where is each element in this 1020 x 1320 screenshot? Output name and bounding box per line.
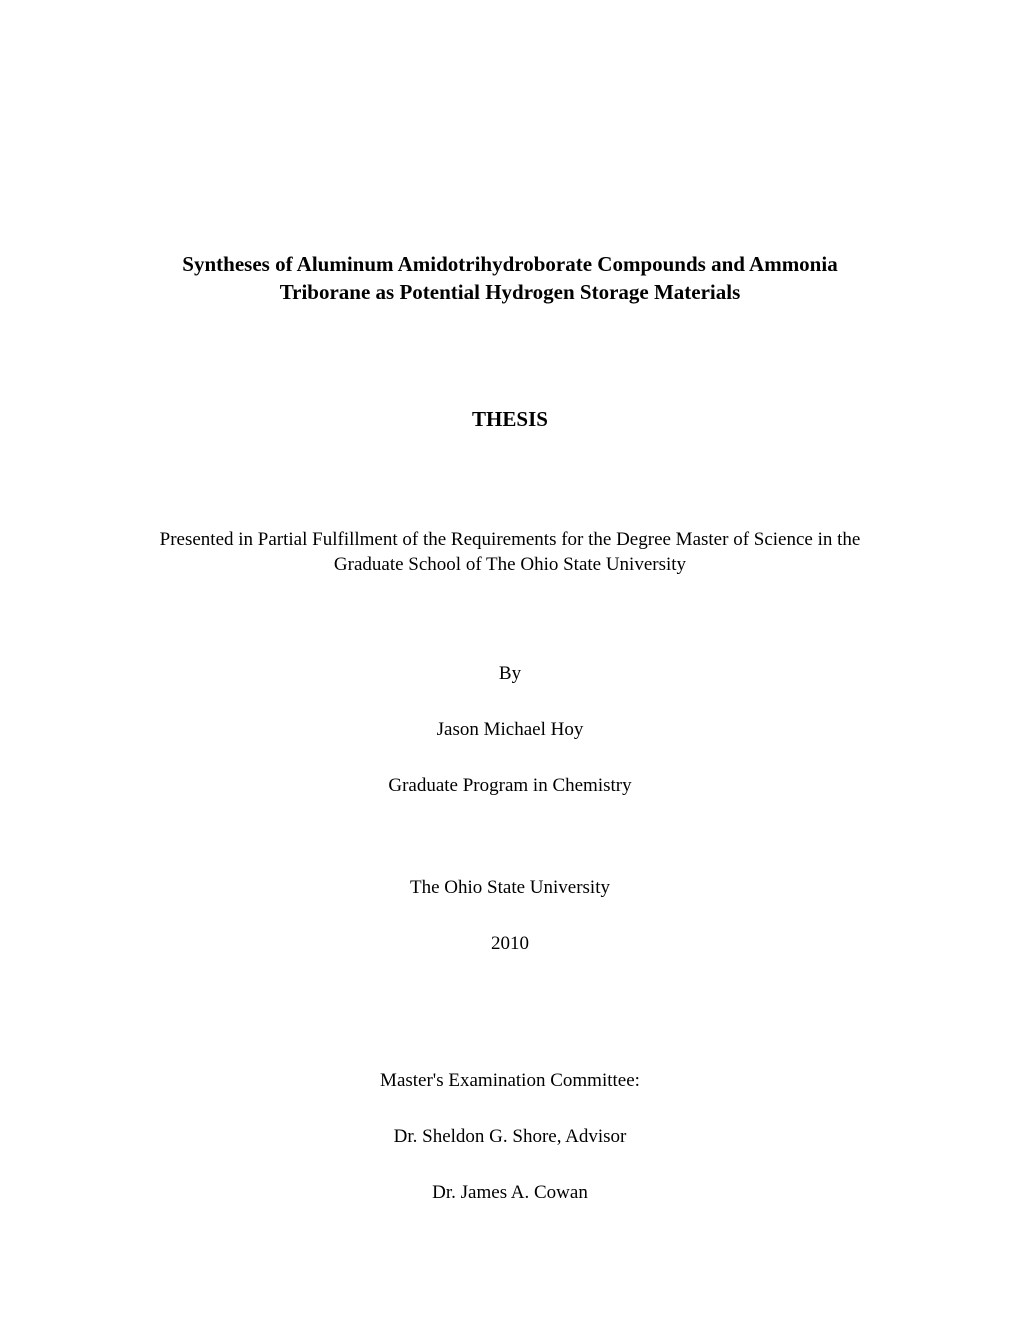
fulfillment-line-2: Graduate School of The Ohio State Univer… (125, 552, 895, 578)
thesis-title-page: Syntheses of Aluminum Amidotrihydroborat… (125, 250, 895, 1204)
fulfillment-line-1: Presented in Partial Fulfillment of the … (125, 527, 895, 553)
committee-advisor: Dr. Sheldon G. Shore, Advisor (125, 1126, 895, 1148)
university-name: The Ohio State University (125, 877, 895, 899)
committee-header: Master's Examination Committee: (125, 1070, 895, 1092)
title-line-1: Syntheses of Aluminum Amidotrihydroborat… (125, 250, 895, 278)
program-name: Graduate Program in Chemistry (125, 775, 895, 797)
year: 2010 (125, 933, 895, 955)
committee-member: Dr. James A. Cowan (125, 1182, 895, 1204)
author-name: Jason Michael Hoy (125, 719, 895, 741)
title-line-2: Triborane as Potential Hydrogen Storage … (125, 278, 895, 306)
thesis-label: THESIS (125, 407, 895, 432)
by-label: By (125, 663, 895, 685)
fulfillment-block: Presented in Partial Fulfillment of the … (125, 527, 895, 578)
title-block: Syntheses of Aluminum Amidotrihydroborat… (125, 250, 895, 307)
